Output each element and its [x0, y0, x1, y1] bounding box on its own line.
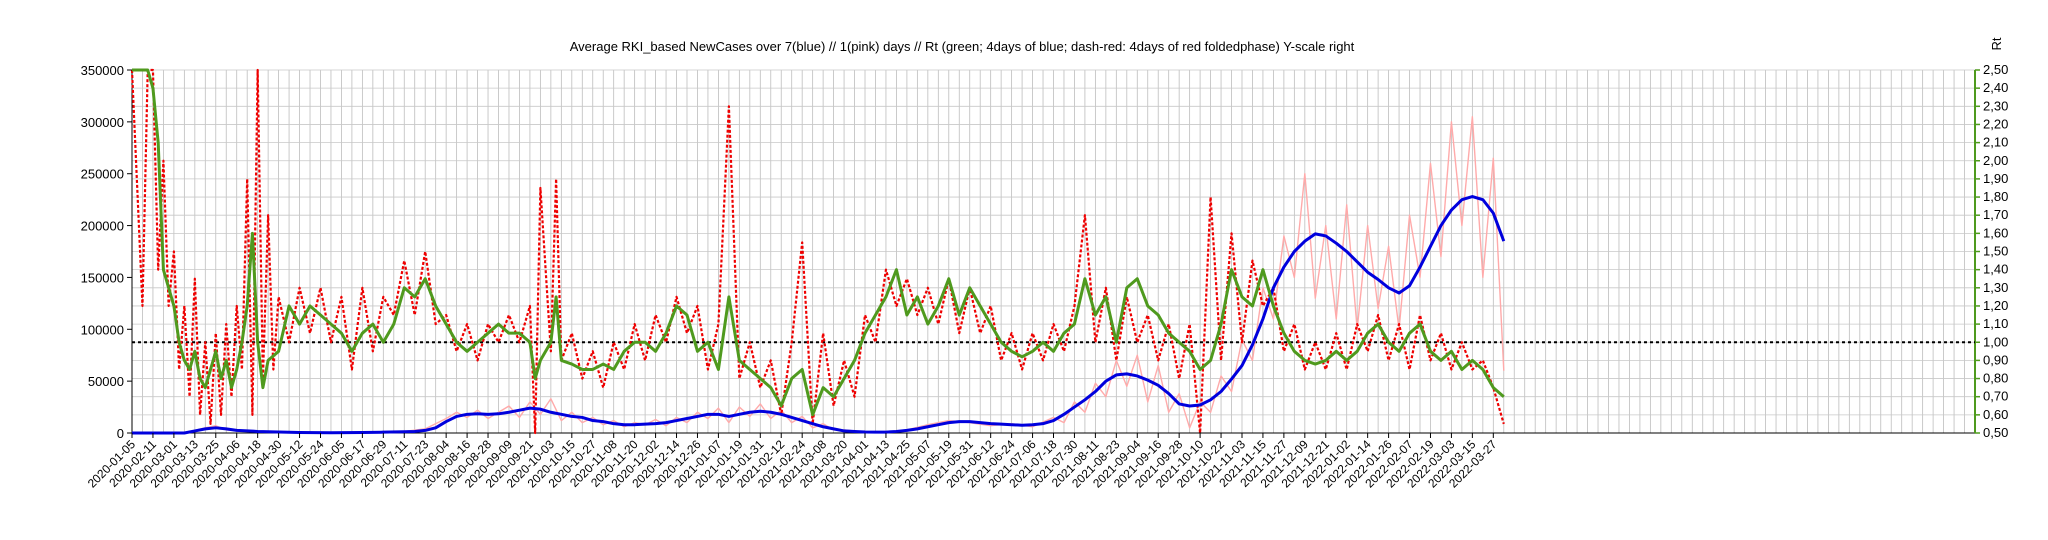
y2-tick-label: 0,60: [1983, 407, 2008, 422]
y2-tick-label: 0,70: [1983, 389, 2008, 404]
series-layer: [130, 68, 1975, 435]
chart-title: Average RKI_based NewCases over 7(blue) …: [570, 39, 1355, 54]
tick-labels: 0 50000 100000 150000 200000 250000 300000 3500…: [81, 62, 2009, 491]
y2-tick-label: 2,20: [1983, 116, 2008, 131]
right-axis-label: Rt: [1989, 37, 2004, 50]
y2-tick-label: 2,40: [1983, 80, 2008, 95]
series-line-green: [132, 68, 1505, 417]
y2-tick-label: 1,00: [1983, 334, 2008, 349]
y-tick-label: 150000: [81, 270, 124, 285]
series-line-blue: [132, 195, 1506, 435]
grid: [131, 69, 1976, 434]
y2-tick-label: 0,90: [1983, 352, 2008, 367]
y2-tick-label: 0,80: [1983, 371, 2008, 386]
y2-tick-label: 1,90: [1983, 171, 2008, 186]
y-tick-label: 350000: [81, 63, 124, 78]
y-tick-label: 250000: [81, 167, 124, 182]
y2-tick-label: 1,60: [1983, 225, 2008, 240]
y-tick-label: 50000: [88, 374, 124, 389]
y2-tick-label: 0,50: [1983, 425, 2008, 440]
y2-tick-label: 1,30: [1983, 280, 2008, 295]
y2-tick-label: 2,30: [1983, 98, 2008, 113]
y2-tick-label: 2,10: [1983, 135, 2008, 150]
y2-tick-label: 1,80: [1983, 189, 2008, 204]
y-tick-label: 100000: [81, 322, 124, 337]
y2-tick-label: 2,50: [1983, 62, 2008, 77]
y2-tick-label: 1,10: [1983, 316, 2008, 331]
y2-tick-label: 1,50: [1983, 244, 2008, 259]
y2-tick-label: 1,40: [1983, 262, 2008, 277]
y-tick-label: 300000: [81, 115, 124, 130]
y2-tick-label: 1,70: [1983, 207, 2008, 222]
series-line-red: [130, 68, 1505, 435]
y-tick-label: 200000: [81, 219, 124, 234]
y2-tick-label: 2,00: [1983, 153, 2008, 168]
y-tick-label: 0: [117, 426, 124, 441]
y2-tick-label: 1,20: [1983, 298, 2008, 313]
